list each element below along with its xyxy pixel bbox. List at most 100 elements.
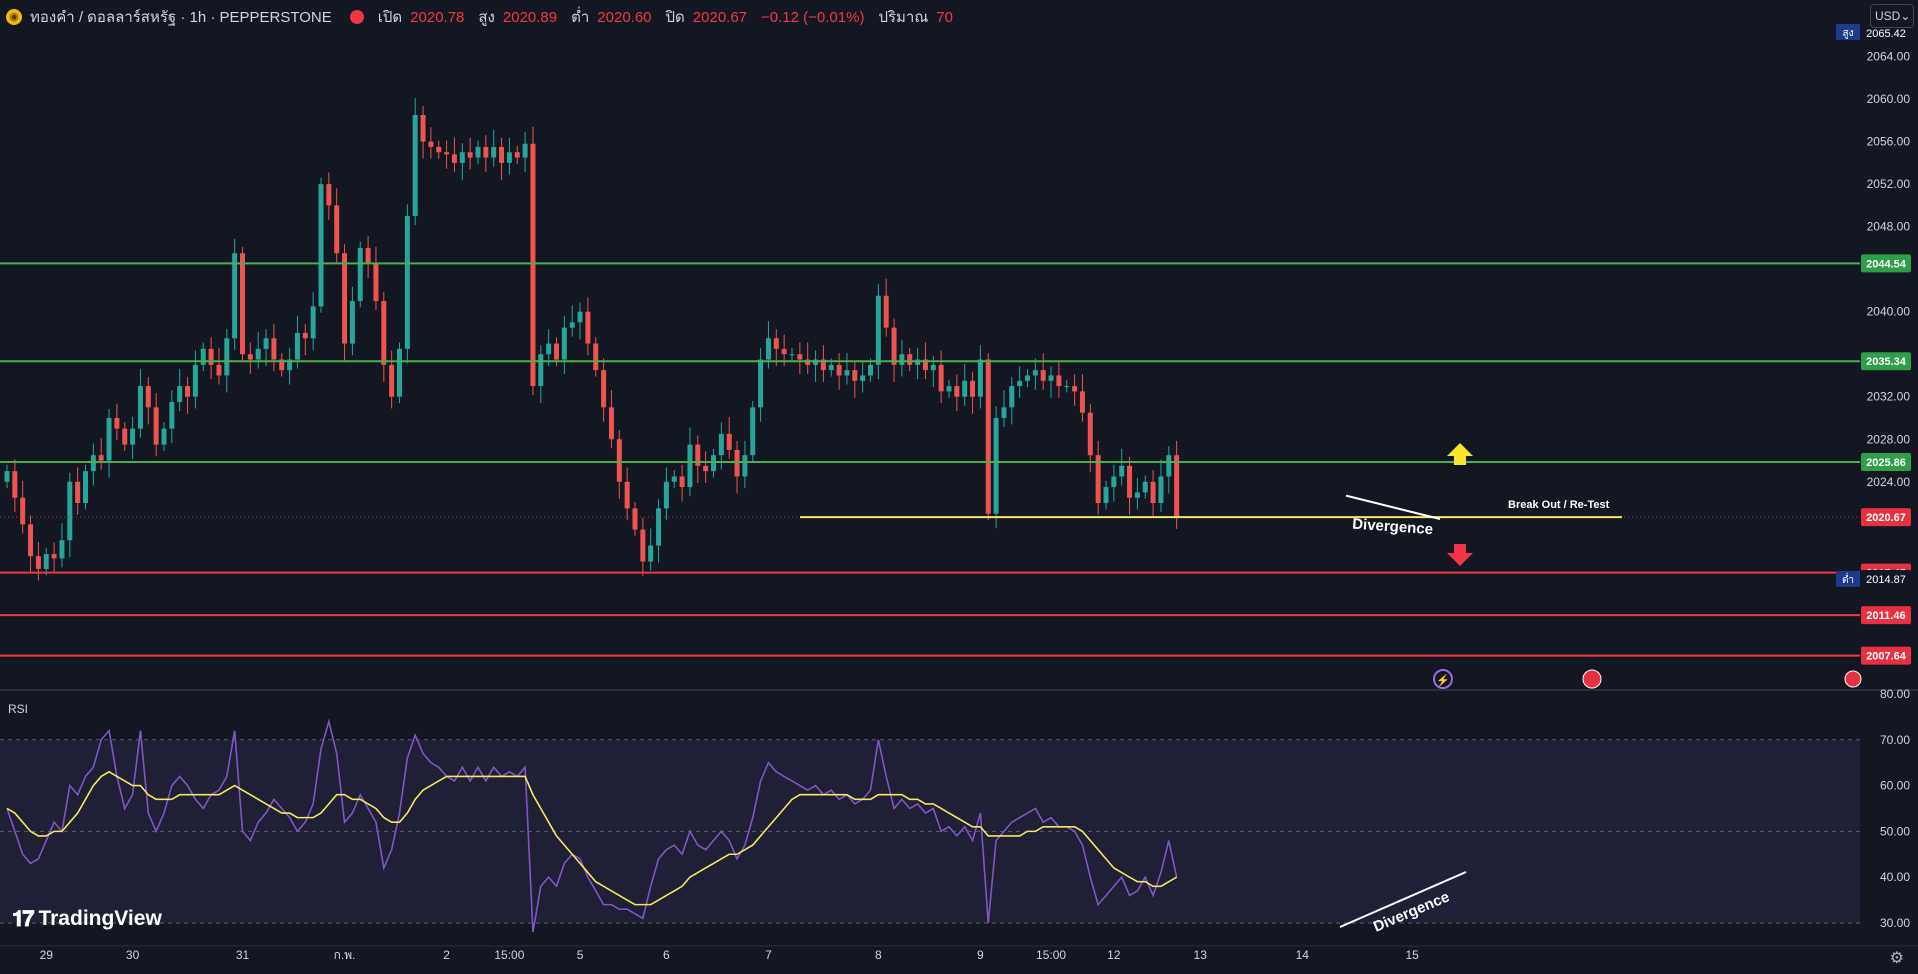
candle-body [1001,407,1007,418]
candle-body [538,354,544,387]
candle-body [318,184,324,307]
candle-body [200,348,206,365]
price-axis-tick: 2040.00 [1867,305,1911,319]
candle-body [820,359,826,371]
lightning-event-icon [1433,669,1453,689]
candle-body [671,476,677,482]
candle-body [483,146,489,158]
candle-body [1032,370,1038,376]
price-label-bg [1861,254,1911,273]
down-arrow-icon [1447,544,1473,566]
candle-body [608,407,614,440]
candle-body [451,154,457,163]
price-axis-tick: 2048.00 [1867,220,1911,234]
divergence-trendline [1345,494,1441,520]
candle-body [1040,370,1046,381]
candle-body [255,348,261,360]
time-axis-label: 13 [1194,948,1208,962]
candle-body [412,115,418,217]
price-label-bg [1861,508,1911,527]
candle-body [1103,487,1109,504]
candle-body [789,354,795,356]
candle-body [679,476,685,488]
up-arrow-icon [1447,443,1473,465]
candle-body [883,295,889,328]
time-axis-label: 29 [40,948,54,962]
candle-body [153,407,159,445]
tradingview-logo[interactable]: 𝟏𝟕 TradingView [12,906,162,932]
candle-body [561,327,567,360]
candle-body [726,433,732,450]
candle-body [773,338,779,349]
time-axis-label: 15:00 [1036,948,1066,962]
candle-body [546,343,552,355]
close-value: 2020.67 [692,8,748,26]
tradingview-mark-icon: 𝟏𝟕 [12,906,35,931]
candle-body [687,444,693,488]
symbol-title[interactable]: ทองคำ / ดอลลาร์สหรัฐ · 1h · PEPPERSTONE [30,9,332,26]
candle-body [797,354,803,360]
volume-value: 70 [936,8,953,26]
candles [4,98,1180,581]
candle-body [569,322,575,328]
symbol-header[interactable]: ◉ ทองคำ / ดอลลาร์สหรัฐ · 1h · PEPPERSTON… [6,6,953,28]
candle-body [907,354,913,365]
price-level-label: 2020.67 [1866,512,1906,524]
time-axis-label: 5 [577,948,584,962]
candle-body [428,141,434,147]
candle-body [616,439,622,482]
candle-body [98,455,104,461]
candle-body [1072,386,1078,392]
candle-body [514,152,520,158]
rsi-pane-title[interactable]: RSI [8,702,29,716]
low-value: 2020.60 [597,8,652,26]
rsi-axis-tick: 40.00 [1880,870,1910,884]
rsi-axis-tick: 30.00 [1880,916,1910,930]
price-axis-tick: 2032.00 [1867,390,1911,404]
candle-body [326,184,332,206]
price-level-label: 2044.54 [1866,258,1907,270]
candle-body [993,417,999,514]
candle-body [83,471,88,504]
candle-body [420,115,426,142]
candle-body [765,338,771,360]
close-label: ปิด [665,9,685,26]
rsi-axis-tick: 70.00 [1880,733,1910,747]
candle-body [844,370,850,376]
candle-body [28,524,34,557]
candle-body [922,359,928,371]
candle-body [703,465,709,472]
candle-body [758,359,764,408]
candle-body [836,364,842,376]
currency-select[interactable]: USD ⌄ [1870,4,1914,28]
market-session-icon[interactable] [349,10,364,24]
candle-body [271,338,277,360]
price-axis-background [1860,0,1918,974]
candle-body [938,364,944,392]
high-badge-prefix-bg [1836,24,1860,40]
candle-body [750,407,756,456]
high-value: 2020.89 [502,8,558,26]
candle-body [1087,412,1093,456]
candle-body [444,152,450,155]
price-label-bg [1861,352,1911,371]
open-value: 2020.78 [410,8,465,26]
gear-icon[interactable]: ⚙ [1889,950,1904,967]
candle-body [106,417,112,461]
candle-body [1166,455,1172,477]
candle-body [1150,481,1156,504]
rsi-ma-line [6,770,1178,906]
time-axis-label: 2 [443,948,450,962]
high-badge-value: 2065.42 [1866,28,1906,40]
candle-body [51,554,57,559]
candle-body [1064,386,1070,388]
candle-body [145,386,151,408]
volume-label: ปริมาณ [878,9,929,26]
time-axis-label: ก.พ. [334,948,356,962]
lightning-glyph-icon: ⚡ [1436,674,1450,687]
candle-body [1134,492,1140,498]
candle-body [491,146,497,158]
price-label-bg [1861,646,1911,665]
time-axis-label: 15 [1405,948,1419,962]
